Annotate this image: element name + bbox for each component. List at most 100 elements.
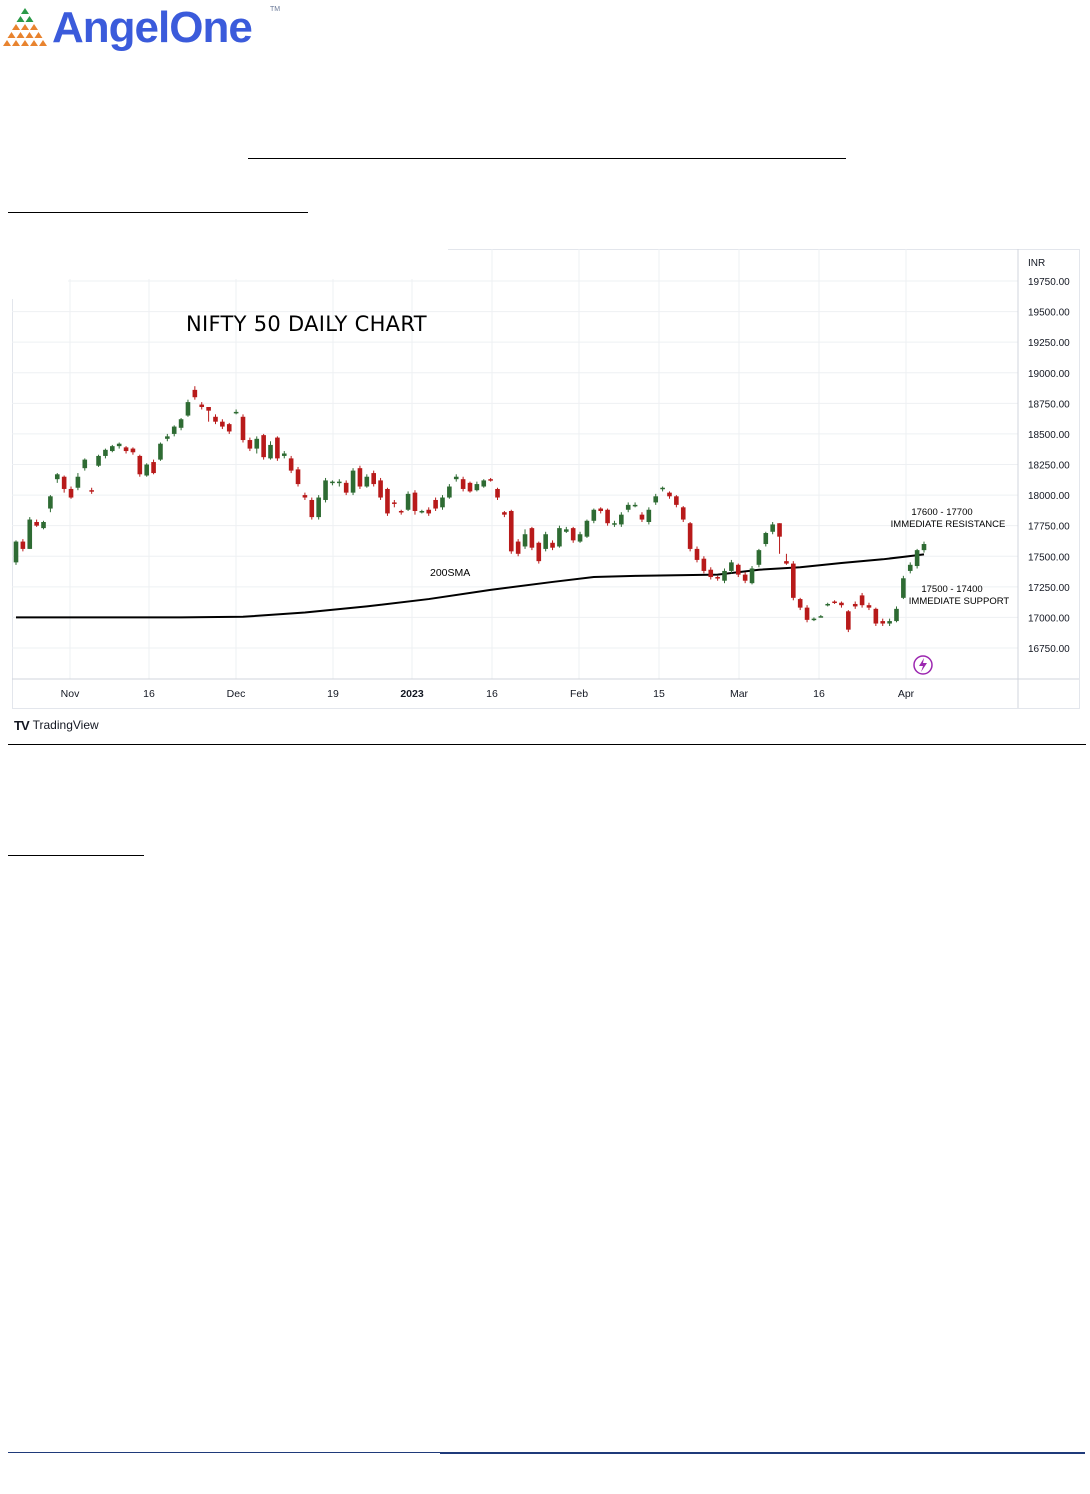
logo-triangle-dot xyxy=(12,24,20,30)
candle-up xyxy=(921,544,927,551)
candle-down xyxy=(247,440,253,449)
logo-triangle-dot xyxy=(39,40,47,46)
candle-down xyxy=(192,389,198,398)
y-tick-label: 17750.00 xyxy=(1028,522,1070,533)
candle-up xyxy=(316,497,321,518)
candle-down xyxy=(123,447,129,452)
x-tick-label: Nov xyxy=(61,688,80,700)
candle-down xyxy=(866,605,872,608)
candle-up xyxy=(818,616,824,618)
x-tick-label: 15 xyxy=(653,688,665,700)
chart-bottom-rule xyxy=(8,744,1086,745)
candle-up xyxy=(447,486,452,498)
candle-down xyxy=(288,458,294,471)
section2-underline xyxy=(8,855,144,856)
x-tick-label: Mar xyxy=(730,688,749,700)
y-tick-label: 16750.00 xyxy=(1028,644,1070,655)
candle-up xyxy=(632,504,638,507)
candle-down xyxy=(605,509,610,524)
candle-up xyxy=(54,474,60,480)
candle-down xyxy=(392,502,397,504)
logo-triangle-mark xyxy=(3,8,47,46)
x-tick-label: Apr xyxy=(898,688,915,700)
candle-down xyxy=(206,407,211,411)
candle-down xyxy=(34,521,39,526)
candle-up xyxy=(41,521,46,529)
tradingview-logo-icon: TV xyxy=(14,717,30,733)
candle-up xyxy=(178,419,184,428)
candle-down xyxy=(536,542,542,562)
y-tick-label: 18000.00 xyxy=(1028,491,1070,502)
candle-down xyxy=(488,479,493,481)
candle-down xyxy=(220,421,225,427)
candle-down xyxy=(701,558,707,571)
candle-down xyxy=(61,476,67,489)
lightning-icon xyxy=(919,658,927,672)
candle-down xyxy=(378,480,383,498)
candle-up xyxy=(756,550,762,565)
candle-up xyxy=(825,603,830,606)
candle-down xyxy=(804,607,810,620)
candle-up xyxy=(749,568,755,584)
candle-down xyxy=(460,479,466,489)
candle-up xyxy=(185,402,191,416)
candle-up xyxy=(591,509,597,521)
candle-down xyxy=(873,608,879,624)
y-tick-label: 17000.00 xyxy=(1028,613,1070,624)
candle-up xyxy=(233,411,239,414)
candle-up xyxy=(281,453,287,456)
candle-down xyxy=(832,601,837,604)
currency-label: INR xyxy=(1028,258,1045,269)
tradingview-label: TradingView xyxy=(32,718,99,732)
support-range-label: 17500 - 17400 xyxy=(921,584,982,595)
tradingview-badge[interactable]: TV TradingView xyxy=(14,716,99,734)
candle-up xyxy=(653,496,659,503)
candle-down xyxy=(508,510,514,552)
candle-up xyxy=(522,534,528,547)
legend-area xyxy=(12,249,448,279)
candle-up xyxy=(474,484,480,491)
y-tick-label: 19750.00 xyxy=(1028,277,1070,288)
nifty-candlestick-chart[interactable]: INR 19750.00 19500.00 19250.00 19000.00 18750… xyxy=(12,249,1079,708)
y-tick-label: 18500.00 xyxy=(1028,430,1070,441)
candle-up xyxy=(254,438,260,449)
candle-up xyxy=(116,443,122,447)
candle-up xyxy=(82,459,88,469)
candle-down xyxy=(302,495,308,498)
candle-down xyxy=(371,473,376,485)
y-tick-label: 17500.00 xyxy=(1028,552,1070,563)
candle-up xyxy=(646,509,652,522)
candle-up xyxy=(27,519,33,549)
candle-up xyxy=(268,444,273,459)
candle-down xyxy=(426,509,432,514)
candle-down xyxy=(226,424,232,432)
logo-triangle-dot xyxy=(30,40,38,46)
candle-up xyxy=(440,497,445,508)
logo-triangle-dot xyxy=(16,16,25,22)
candle-down xyxy=(529,528,535,548)
candle-down xyxy=(598,508,603,511)
logo-triangle-dot xyxy=(30,24,38,30)
candle-up xyxy=(901,578,906,598)
logo-triangle-dot xyxy=(25,16,34,22)
candle-up xyxy=(48,496,53,509)
candle-up xyxy=(323,480,328,500)
logo-triangle-dot xyxy=(21,8,29,14)
candle-up xyxy=(811,618,817,621)
footer-rule-right xyxy=(440,1452,1085,1454)
candle-up xyxy=(144,464,149,476)
sma-200-line xyxy=(16,553,925,619)
y-tick-label: 18250.00 xyxy=(1028,461,1070,472)
y-tick-label: 19500.00 xyxy=(1028,308,1070,319)
candle-up xyxy=(584,520,590,537)
candle-up xyxy=(907,564,913,571)
candle-down xyxy=(343,482,349,493)
candle-down xyxy=(570,528,576,541)
candle-down xyxy=(708,569,714,578)
candle-up xyxy=(722,570,727,581)
candle-down xyxy=(89,490,94,492)
y-tick-label: 19000.00 xyxy=(1028,369,1070,380)
candle-down xyxy=(130,448,136,453)
candle-up xyxy=(171,426,177,434)
candle-down xyxy=(715,577,720,579)
